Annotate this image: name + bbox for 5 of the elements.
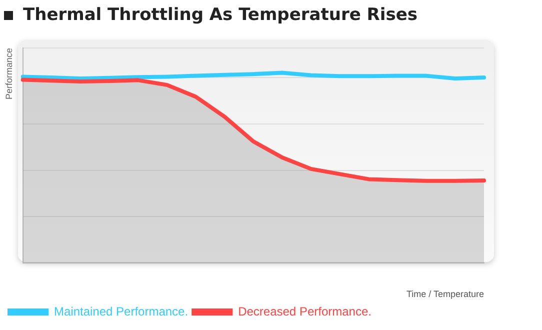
chart-title: Thermal Throttling As Temperature Rises — [23, 5, 418, 25]
x-axis-title: Time / Temperature — [406, 289, 484, 300]
y-axis-title: Performance — [4, 48, 14, 100]
legend-label: Maintained Performance. — [54, 304, 188, 318]
legend-label: Decreased Performance. — [238, 304, 372, 318]
